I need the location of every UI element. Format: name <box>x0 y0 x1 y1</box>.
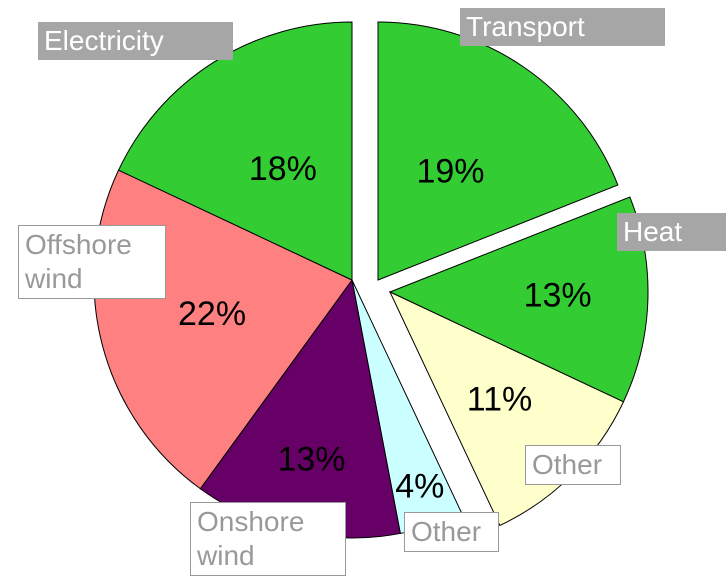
category-label: Offshore wind <box>18 225 166 299</box>
value-label: 22% <box>178 295 246 333</box>
value-label: 18% <box>249 150 317 188</box>
category-label: Other <box>525 445 621 485</box>
value-label: 11% <box>467 380 533 418</box>
category-label: Transport <box>460 8 665 46</box>
category-label: Heat <box>617 213 726 251</box>
pie-slice <box>117 21 353 281</box>
value-label: 4% <box>395 468 444 506</box>
value-label: 13% <box>524 276 592 314</box>
category-label: Electricity <box>38 22 233 60</box>
category-label: Onshore wind <box>190 502 346 576</box>
value-label: 19% <box>416 152 484 190</box>
value-label: 13% <box>277 440 345 478</box>
category-label: Other <box>404 512 499 552</box>
pie-slice <box>377 21 619 281</box>
